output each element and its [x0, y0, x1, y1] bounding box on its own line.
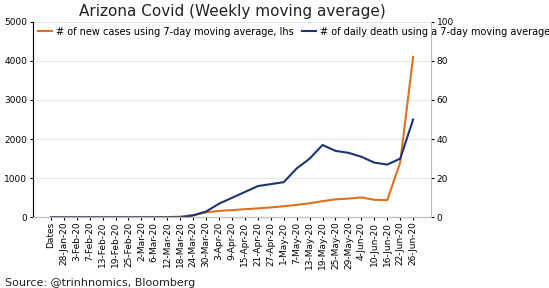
Title: Arizona Covid (Weekly moving average): Arizona Covid (Weekly moving average): [79, 4, 385, 19]
Text: Source: @trinhnomics, Bloomberg: Source: @trinhnomics, Bloomberg: [5, 278, 196, 288]
Legend: # of new cases using 7-day moving average, lhs, # of daily death using a 7-day m: # of new cases using 7-day moving averag…: [37, 26, 549, 37]
